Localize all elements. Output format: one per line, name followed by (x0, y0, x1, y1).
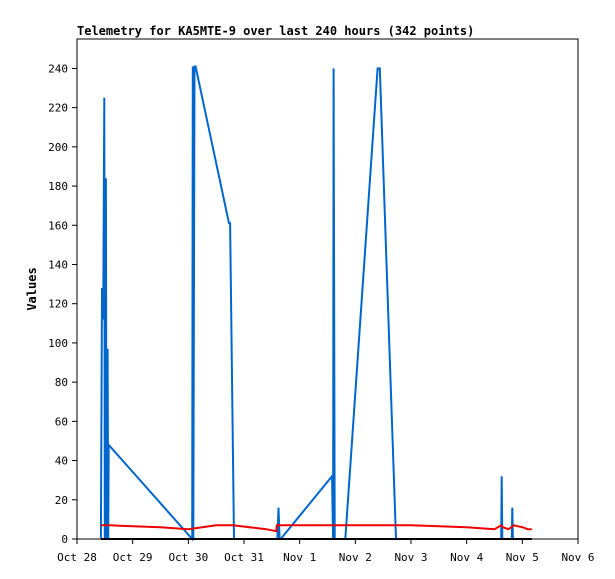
y-tick-label: 40 (55, 455, 68, 468)
chart-title: Telemetry for KA5MTE-9 over last 240 hou… (77, 24, 474, 38)
x-tick-label: Nov 5 (506, 551, 539, 564)
x-tick-label: Nov 4 (450, 551, 483, 564)
x-axis-ticks: Oct 28 Oct 29 Oct 30 Oct 31 Nov 1 Nov 2 Nov 3 N… (57, 539, 595, 564)
y-tick-label: 0 (61, 533, 68, 546)
y-tick-label: 80 (55, 376, 68, 389)
plot-frame (76, 38, 579, 540)
x-tick-label: Oct 30 (168, 551, 208, 564)
y-tick-label: 180 (48, 180, 68, 193)
x-tick-label: Nov 3 (394, 551, 427, 564)
y-tick-label: 20 (55, 494, 68, 507)
series-line-1 (99, 65, 514, 542)
y-axis-ticks: 0 20 40 60 80 100 120 140 160 180 200 220 240 (48, 62, 77, 546)
x-tick-label: Nov 6 (561, 551, 594, 564)
y-tick-label: 140 (48, 258, 68, 271)
y-tick-label: 60 (55, 415, 68, 428)
x-tick-label: Nov 2 (339, 551, 372, 564)
x-tick-label: Oct 28 (57, 551, 97, 564)
plot-frame-group (76, 38, 579, 540)
x-tick-label: Nov 1 (283, 551, 316, 564)
y-tick-label: 200 (48, 141, 68, 154)
y-tick-label: 100 (48, 337, 68, 350)
y-tick-label: 240 (48, 62, 68, 75)
x-tick-label: Oct 31 (224, 551, 264, 564)
x-tick-label: Oct 29 (113, 551, 153, 564)
y-tick-label: 160 (48, 219, 68, 232)
series-group (99, 65, 532, 542)
y-tick-label: 220 (48, 102, 68, 115)
series-line-2 (100, 524, 532, 533)
y-tick-label: 120 (48, 298, 68, 311)
y-axis-label: Values (25, 267, 39, 310)
